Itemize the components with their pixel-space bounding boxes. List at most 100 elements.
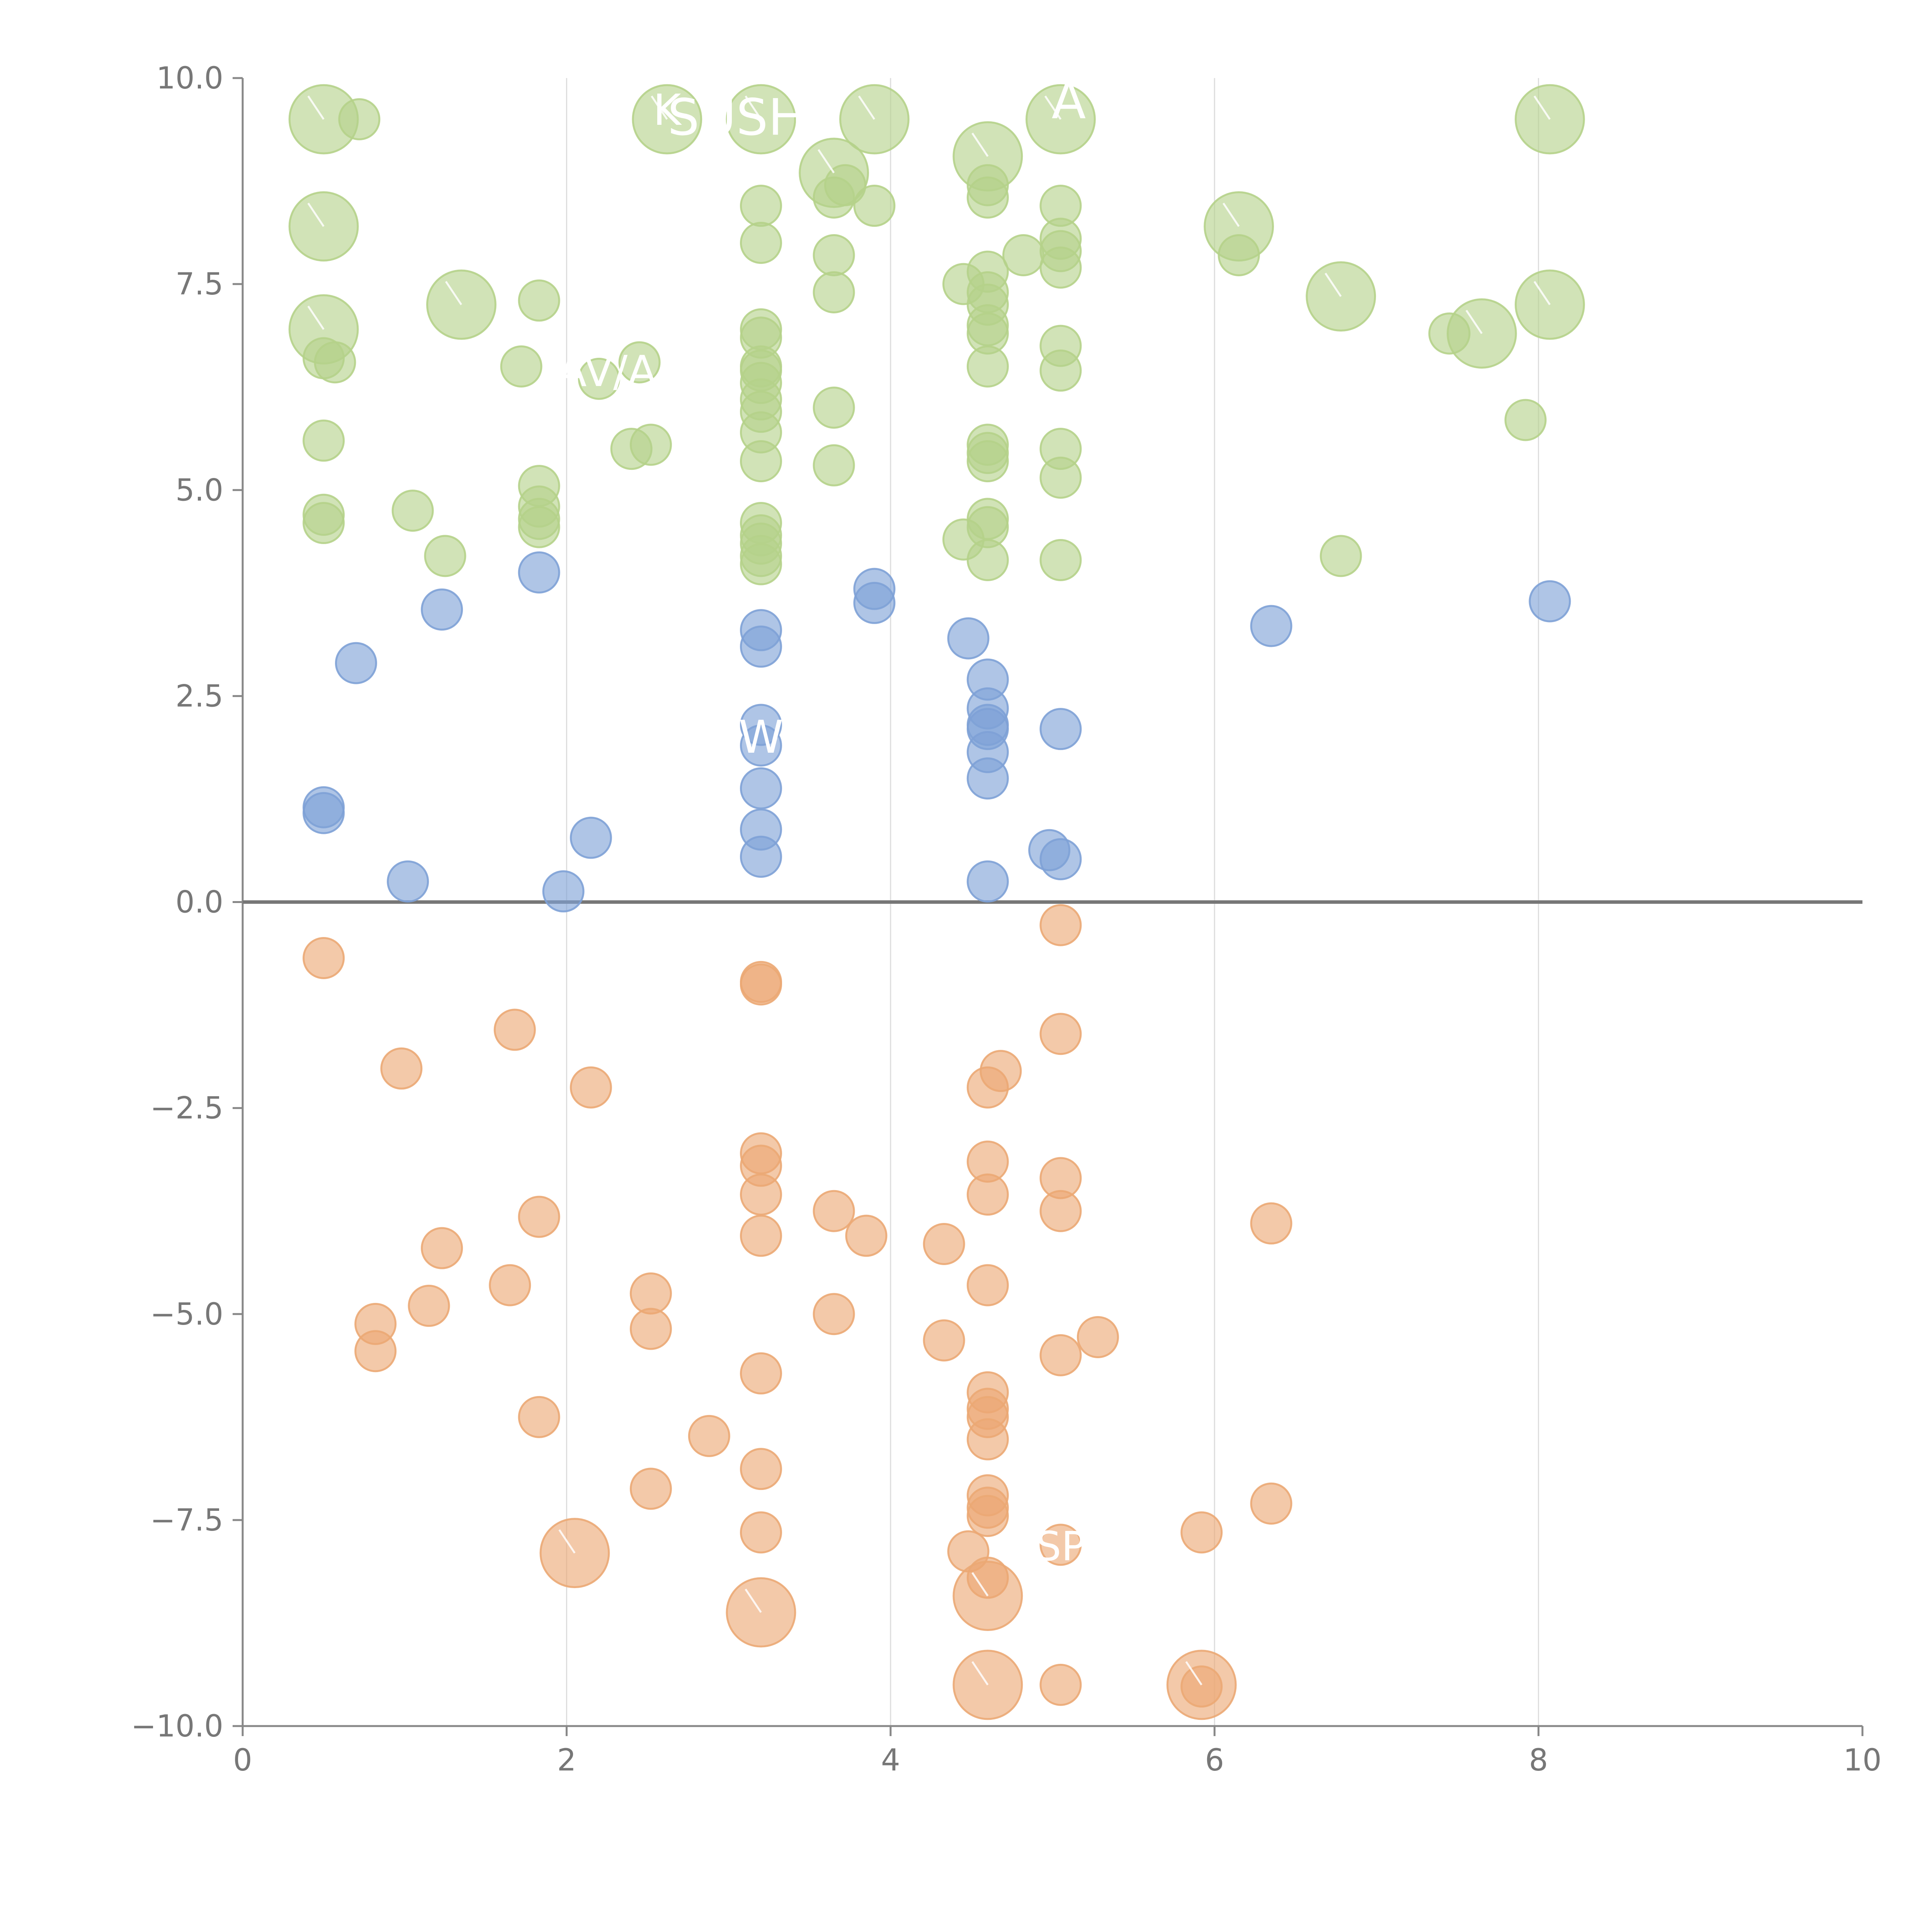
leader-line xyxy=(1185,1661,1202,1685)
bubble-label: W xyxy=(739,711,784,764)
bubble-green xyxy=(966,176,1009,219)
y-tick-label: −2.5 xyxy=(150,1091,223,1126)
bubble-blue xyxy=(966,757,1009,800)
bubble-orange xyxy=(923,1223,965,1265)
leader-line xyxy=(558,1529,576,1554)
bubble-blue xyxy=(853,582,896,624)
bubble-orange xyxy=(1039,1334,1082,1376)
bubble-green xyxy=(813,271,855,313)
bubble-green xyxy=(966,345,1009,388)
bubble-green xyxy=(966,539,1009,582)
y-tick-label: 2.5 xyxy=(175,679,223,714)
bubble-green xyxy=(740,543,782,585)
bubble-green xyxy=(824,164,866,206)
bubble-orange xyxy=(1039,1190,1082,1232)
bubble-orange xyxy=(813,1293,855,1335)
bubble-green xyxy=(1039,246,1082,289)
bubble-orange xyxy=(966,1495,1009,1537)
bubble-green xyxy=(1306,261,1376,332)
bubble-orange xyxy=(952,1561,1023,1631)
leader-line xyxy=(971,1661,989,1685)
leader-line xyxy=(1044,95,1062,120)
leader-line xyxy=(307,306,325,330)
bubble-label: K xyxy=(653,85,682,135)
bubble-green xyxy=(391,490,434,532)
bubble-green xyxy=(629,423,672,466)
bubble-orange xyxy=(518,1196,560,1238)
bubble-blue xyxy=(387,860,429,903)
bubble-orange xyxy=(740,1173,782,1216)
bubble-green xyxy=(1039,349,1082,392)
bubble-orange xyxy=(1039,1524,1082,1566)
bubble-orange xyxy=(1250,1202,1293,1245)
leader-line xyxy=(745,95,762,120)
bubble-orange xyxy=(354,1330,397,1372)
bubble-blue xyxy=(740,625,782,668)
bubble-blue xyxy=(335,642,377,684)
bubble-orange xyxy=(629,1308,672,1350)
bubble-green xyxy=(424,535,466,577)
bubble-orange xyxy=(740,1214,782,1257)
bubble-orange xyxy=(1250,1482,1293,1525)
bubble-blue xyxy=(1250,605,1293,647)
leader-line xyxy=(745,1588,762,1613)
bubble-orange xyxy=(1039,1663,1082,1706)
bubble-orange xyxy=(380,1047,423,1090)
y-tick-label: −5.0 xyxy=(150,1297,223,1332)
bubble-orange xyxy=(570,1066,612,1109)
bubble-blue xyxy=(1529,580,1571,622)
bubble-green xyxy=(1039,539,1082,582)
bubble-green xyxy=(303,502,345,544)
bubble-green xyxy=(966,440,1009,483)
bubble-green xyxy=(740,185,782,227)
y-tick-label: 5.0 xyxy=(175,473,223,508)
bubble-orange xyxy=(923,1319,965,1362)
leader-line xyxy=(1533,281,1551,305)
bubble-orange xyxy=(813,1190,855,1232)
bubble-green xyxy=(303,419,345,462)
y-tick-label: 0.0 xyxy=(175,885,223,920)
leader-line xyxy=(651,95,668,120)
bubble-orange xyxy=(966,1173,1009,1216)
bubble-green xyxy=(1039,456,1082,499)
leader-line xyxy=(307,95,325,120)
leader-line xyxy=(858,95,875,120)
bubble-orange xyxy=(1039,1013,1082,1055)
bubble-blue xyxy=(740,767,782,810)
x-tick-label: 0 xyxy=(233,1743,252,1778)
bubble-green xyxy=(1002,234,1045,276)
bubble-orange xyxy=(952,1650,1023,1720)
bubble-blue xyxy=(947,617,990,660)
bubble-orange xyxy=(493,1009,536,1051)
bubble-orange xyxy=(1180,1665,1223,1708)
bubble-orange xyxy=(1180,1511,1223,1554)
bubble-orange xyxy=(539,1518,610,1588)
bubble-blue xyxy=(1039,708,1082,750)
bubble-label: SP xyxy=(1036,1523,1086,1570)
bubble-orange xyxy=(980,1050,1022,1092)
bubble-label: AV/A xyxy=(558,347,657,396)
bubble-orange xyxy=(966,1418,1009,1461)
bubble-orange xyxy=(421,1227,463,1269)
bubble-green xyxy=(338,98,381,141)
x-tick-label: 8 xyxy=(1529,1743,1548,1778)
y-tick-label: −7.5 xyxy=(150,1503,223,1538)
x-tick-label: 6 xyxy=(1205,1743,1224,1778)
bubble-blue xyxy=(542,870,585,913)
bubble-orange xyxy=(740,963,782,1006)
bubble-orange xyxy=(1077,1316,1119,1358)
bubble-green xyxy=(740,222,782,264)
bubble-green xyxy=(314,341,356,384)
bubble-blue xyxy=(740,835,782,878)
bubble-orange xyxy=(629,1272,672,1315)
bubble-label: A xyxy=(1051,71,1086,130)
bubble-green xyxy=(813,234,855,276)
bubble-green xyxy=(578,357,620,400)
x-tick-label: 10 xyxy=(1843,1743,1881,1778)
leader-line xyxy=(971,1572,989,1597)
bubble-green xyxy=(853,185,896,227)
leader-line xyxy=(1325,272,1342,297)
bubble-orange xyxy=(629,1468,672,1510)
